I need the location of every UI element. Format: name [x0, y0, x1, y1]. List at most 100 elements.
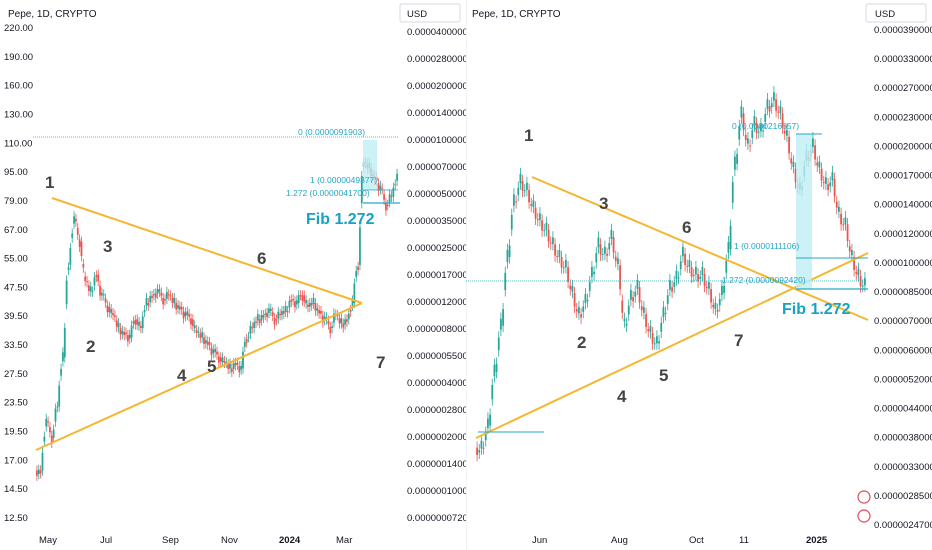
candle-body — [327, 320, 330, 325]
candle-body — [232, 363, 235, 369]
candle-body — [63, 327, 66, 358]
right-axis-tick: 0.0000200000 — [874, 141, 932, 152]
candle-body — [679, 261, 682, 270]
candle-body — [775, 99, 777, 111]
candle-body — [521, 181, 524, 192]
candle-body — [812, 138, 814, 148]
x-axis-tick: Jul — [100, 535, 112, 546]
left-axis-tick: 47.50 — [4, 282, 28, 293]
currency-box-right[interactable] — [865, 3, 927, 23]
candle-body — [36, 470, 38, 476]
candle-body — [695, 267, 697, 275]
candle-body — [857, 268, 860, 276]
candle-body — [586, 299, 589, 302]
left-axis-tick: 12.50 — [4, 513, 28, 524]
right-axis-tick: 0.0000024700 — [874, 520, 932, 531]
right-axis-tick: 0.0000005500 — [407, 351, 466, 362]
left-axis-tick: 23.50 — [4, 398, 28, 409]
right-axis-tick: 0.0000001000 — [407, 486, 466, 497]
candle-body — [562, 267, 565, 269]
lightning-icon[interactable] — [857, 490, 871, 504]
candle-body — [612, 237, 615, 253]
chart-panel-left[interactable]: Pepe, 1D, CRYPTO USD 220.00 190.00 160.00 1… — [0, 0, 466, 550]
candle-body — [651, 333, 654, 344]
candle-body — [191, 319, 194, 327]
chart-panel-right[interactable]: Pepe, 1D, CRYPTO USD 0.0000390000 0.00003… — [466, 0, 932, 550]
candle-body — [123, 331, 126, 336]
candle-body — [595, 253, 598, 263]
widget-buttons[interactable] — [857, 490, 871, 523]
candle-body — [158, 289, 161, 292]
candle-body — [210, 347, 213, 355]
candle-body — [184, 312, 187, 317]
chart-right-svg[interactable]: Pepe, 1D, CRYPTO USD 0.00003900000.00003… — [466, 0, 932, 550]
candle-body — [558, 250, 561, 257]
currency-box-left[interactable] — [399, 3, 461, 23]
right-axis-tick: 0.0000001400 — [407, 459, 466, 470]
candle-body — [630, 290, 632, 300]
candle-body — [359, 227, 361, 265]
candle-body — [731, 182, 734, 203]
candle-body — [619, 265, 621, 290]
candle-body — [846, 224, 849, 242]
candle-body — [132, 321, 135, 324]
candle-body — [156, 289, 159, 294]
candle-body — [318, 310, 321, 314]
candle-body — [482, 447, 485, 449]
candle-body — [705, 286, 708, 289]
candle-body — [197, 331, 200, 333]
candle-body — [186, 311, 189, 316]
candle-body — [632, 297, 634, 302]
candle-body — [392, 187, 395, 197]
candle-body — [171, 297, 174, 303]
candle-body — [78, 239, 81, 247]
candle-body — [73, 216, 75, 224]
candle-body — [502, 309, 504, 326]
candle-body — [308, 303, 311, 307]
chart-left-svg[interactable]: Pepe, 1D, CRYPTO USD 220.00 190.00 160.00 1… — [0, 0, 466, 550]
candle-body — [71, 233, 74, 238]
candle-body — [329, 326, 332, 334]
candle-body — [740, 106, 743, 118]
triangle-upper-line — [51, 197, 363, 304]
candle-body — [844, 217, 847, 225]
fib-annotation-right: Fib 1.272 — [782, 301, 851, 318]
flag-icon[interactable] — [857, 509, 871, 523]
right-axis-tick: 0.0000002000 — [407, 432, 466, 443]
candle-body — [43, 436, 46, 442]
candle-body — [591, 267, 593, 277]
right-axis-tick: 0.0000270000 — [874, 83, 932, 94]
right-axis-tick: 0.0000140000 — [407, 108, 466, 119]
candle-body — [491, 385, 494, 400]
candle-body — [636, 280, 639, 289]
left-axis-tick: 79.00 — [4, 196, 28, 207]
candle-body — [662, 307, 665, 317]
right-axis-tick: 0.0000330000 — [874, 54, 932, 65]
right-axis-tick: 0.0000052000 — [874, 374, 932, 385]
triangle-upper-line-right — [531, 176, 869, 321]
candle-body — [75, 218, 77, 222]
candle-body — [684, 253, 686, 266]
candle-body — [227, 364, 230, 369]
candle-body — [173, 297, 176, 303]
candle-body — [513, 194, 515, 206]
x-axis: May Jul Sep Nov 2024 Mar — [39, 535, 352, 546]
candle-body — [119, 328, 122, 335]
candle-body — [167, 294, 170, 296]
candle-body — [266, 312, 269, 318]
candle-body — [99, 285, 101, 296]
wave-labels-left: 1 2 3 4 5 6 7 — [45, 173, 385, 385]
candle-body — [251, 327, 254, 329]
left-axis-tick: 190.00 — [4, 52, 33, 63]
candle-body — [552, 237, 554, 245]
candle-body — [349, 310, 352, 312]
candle-body — [126, 335, 129, 342]
candle-body — [47, 421, 49, 423]
candle-body — [188, 314, 191, 317]
right-axis-tick: 0.0000028500 — [874, 491, 932, 502]
candle-body — [219, 357, 222, 362]
candle-body — [312, 297, 315, 304]
candle-body — [714, 302, 717, 309]
overlay-left: 0 (0.0000091903) 1 (0.0000049377) 1.272 … — [33, 127, 400, 451]
candle-body — [766, 99, 769, 109]
